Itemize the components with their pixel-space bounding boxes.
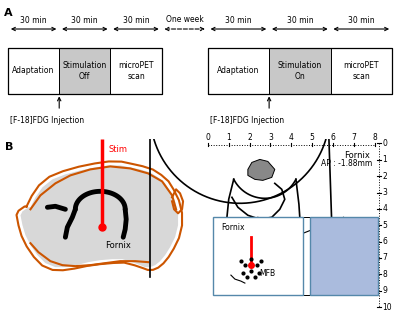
Text: 1: 1 <box>226 133 231 142</box>
Text: 3: 3 <box>382 188 387 197</box>
Text: microPET
scan: microPET scan <box>118 61 154 81</box>
Text: Adaptation: Adaptation <box>12 66 55 75</box>
Bar <box>8 48 59 94</box>
Bar <box>213 217 303 295</box>
Text: Stim: Stim <box>108 146 127 154</box>
Text: 8: 8 <box>382 270 387 279</box>
Bar <box>110 48 162 94</box>
Text: 3: 3 <box>268 133 273 142</box>
Text: 2: 2 <box>382 172 387 181</box>
Text: Stimulation
Off: Stimulation Off <box>63 61 107 81</box>
Text: 7: 7 <box>351 133 356 142</box>
Bar <box>208 48 392 94</box>
Text: 30 min: 30 min <box>286 16 313 25</box>
Text: 1: 1 <box>382 155 387 164</box>
Text: A: A <box>4 8 13 18</box>
Text: 6: 6 <box>382 237 387 246</box>
Text: 9: 9 <box>382 286 387 295</box>
Text: 30 min: 30 min <box>348 16 374 25</box>
Text: Stimulation
On: Stimulation On <box>278 61 322 81</box>
Text: 4: 4 <box>289 133 294 142</box>
Text: microPET
scan: microPET scan <box>344 61 379 81</box>
Text: 6: 6 <box>330 133 335 142</box>
Text: B: B <box>4 142 13 152</box>
Text: Adaptation: Adaptation <box>217 66 260 75</box>
Text: 30 min: 30 min <box>20 16 47 25</box>
Text: 0: 0 <box>382 139 387 148</box>
Text: MFB: MFB <box>259 269 275 278</box>
Text: [F-18]FDG Injection: [F-18]FDG Injection <box>210 116 284 125</box>
Text: 5: 5 <box>382 221 387 230</box>
Text: 30 min: 30 min <box>72 16 98 25</box>
Text: Fornix: Fornix <box>221 223 244 232</box>
Bar <box>269 48 330 94</box>
Polygon shape <box>20 165 178 267</box>
Text: 30 min: 30 min <box>123 16 149 25</box>
Text: [F-18]FDG Injection: [F-18]FDG Injection <box>10 116 84 125</box>
Bar <box>310 217 378 295</box>
Text: Fornix: Fornix <box>105 241 131 250</box>
Text: 7: 7 <box>382 254 387 262</box>
Text: 4: 4 <box>382 204 387 213</box>
Text: 30 min: 30 min <box>225 16 252 25</box>
Bar <box>208 48 269 94</box>
Text: 8: 8 <box>372 133 377 142</box>
Bar <box>8 48 162 94</box>
Text: AP : -1.88mm: AP : -1.88mm <box>321 159 372 168</box>
Text: 5: 5 <box>310 133 314 142</box>
Text: Fornix: Fornix <box>344 152 370 160</box>
Polygon shape <box>248 159 275 180</box>
Bar <box>330 48 392 94</box>
Bar <box>59 48 110 94</box>
Text: 2: 2 <box>247 133 252 142</box>
Text: 0: 0 <box>206 133 210 142</box>
Text: One week: One week <box>166 15 204 24</box>
Text: 10: 10 <box>382 302 392 312</box>
